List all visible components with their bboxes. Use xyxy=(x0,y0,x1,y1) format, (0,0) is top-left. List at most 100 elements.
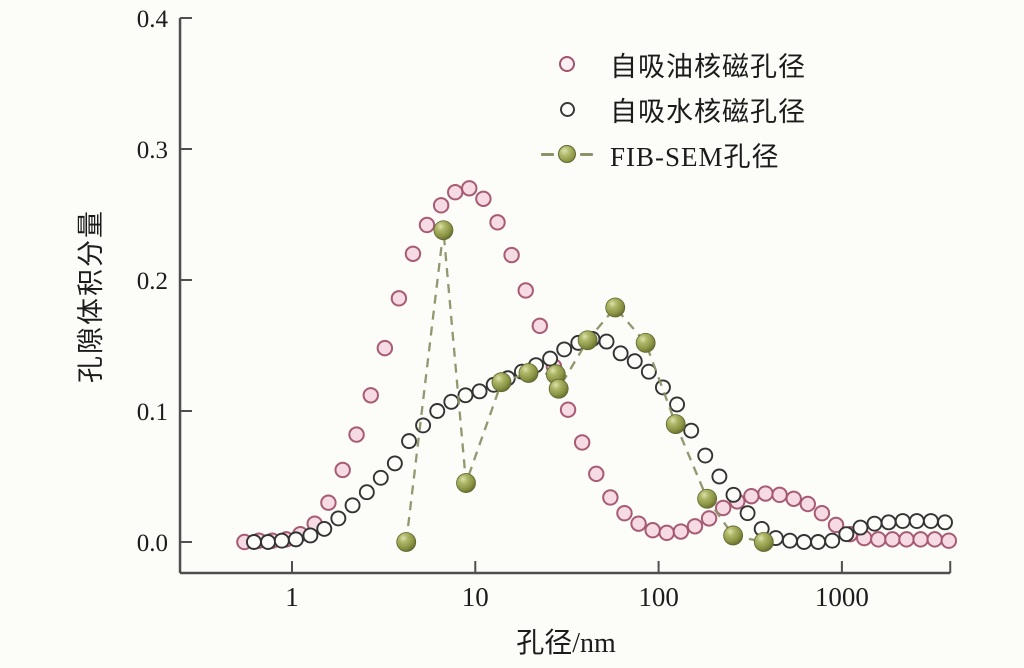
oil-nmr-point xyxy=(489,214,506,231)
water-nmr-point xyxy=(683,422,700,439)
oil-nmr-point xyxy=(785,490,802,507)
oil-nmr-point xyxy=(898,531,915,548)
oil-nmr-point xyxy=(447,184,464,201)
legend-item-water-nmr: 自吸水核磁孔径 xyxy=(528,91,806,127)
fib-sem-point xyxy=(665,414,686,435)
oil-nmr-point xyxy=(700,510,718,527)
water-nmr-point xyxy=(358,484,375,501)
oil-nmr-point xyxy=(320,494,337,511)
oil-nmr-point xyxy=(559,401,577,418)
oil-nmr-point xyxy=(376,339,394,357)
water-nmr-point xyxy=(386,455,403,472)
water-nmr-point xyxy=(824,532,841,549)
water-nmr-point xyxy=(838,526,855,543)
x-tick-label: 1 xyxy=(285,582,299,612)
water-nmr-point xyxy=(908,513,925,529)
water-nmr-point xyxy=(781,532,798,549)
oil-nmr-point xyxy=(503,246,520,264)
oil-nmr-point xyxy=(404,245,422,263)
legend-label-water-nmr: 自吸水核磁孔径 xyxy=(610,96,806,127)
x-tick-label: 100 xyxy=(638,582,679,612)
oil-nmr-point xyxy=(418,216,436,234)
fib-sem-point xyxy=(491,372,512,393)
oil-nmr-point xyxy=(658,524,675,542)
series-fib-sem-pore-size xyxy=(396,220,774,552)
water-nmr-point xyxy=(711,468,728,485)
oil-nmr-point xyxy=(813,504,831,522)
water-nmr-point xyxy=(796,534,812,550)
oil-nmr-point xyxy=(771,486,788,504)
oil-nmr-point xyxy=(686,518,704,535)
fib-sem-point xyxy=(456,473,476,493)
oil-nmr-point xyxy=(912,531,929,548)
oil-nmr-point xyxy=(799,495,817,513)
y-tick-label: 0.2 xyxy=(137,268,168,295)
oil-nmr-point xyxy=(743,487,760,505)
oil-nmr-point xyxy=(616,504,633,522)
water-nmr-point xyxy=(880,514,897,531)
legend-item-fib-sem: FIB-SEM孔径 xyxy=(528,136,806,172)
water-nmr-point xyxy=(922,513,939,529)
oil-nmr-point xyxy=(432,197,450,214)
water-nmr-point xyxy=(866,515,883,532)
water-nmr-point xyxy=(725,486,742,503)
water-nmr-point xyxy=(302,527,319,544)
water-nmr-point xyxy=(739,505,756,522)
oil-nmr-point xyxy=(714,499,732,517)
y-tick-label: 0.1 xyxy=(137,399,168,426)
water-nmr-point xyxy=(443,393,460,410)
legend-label-oil-nmr: 自吸油核磁孔径 xyxy=(610,51,806,82)
oil-open-circle-icon xyxy=(528,56,606,72)
water-nmr-point xyxy=(457,387,474,404)
oil-nmr-point xyxy=(573,434,591,451)
oil-nmr-point xyxy=(757,485,774,502)
oil-nmr-point xyxy=(884,531,901,548)
plot-axes: 1 10 100 1000 0.0 0.1 0.2 0.3 0.4 xyxy=(137,6,952,612)
oil-nmr-point xyxy=(827,516,845,534)
water-open-circle-icon xyxy=(528,101,606,117)
oil-nmr-point xyxy=(517,282,534,299)
fib-sem-point xyxy=(723,525,744,546)
fib-sem-point xyxy=(605,297,626,318)
fib-sem-dashed-line xyxy=(405,230,765,544)
fib-sem-point xyxy=(548,378,569,399)
water-nmr-point xyxy=(287,531,304,548)
oil-nmr-point xyxy=(588,465,605,483)
fib-sem-point xyxy=(635,332,656,353)
water-nmr-point xyxy=(612,345,629,362)
water-nmr-point xyxy=(542,350,559,367)
oil-nmr-point xyxy=(940,532,958,549)
oil-nmr-point xyxy=(390,290,408,307)
water-nmr-point xyxy=(669,396,686,413)
water-nmr-point xyxy=(598,333,615,350)
water-nmr-point xyxy=(640,363,657,380)
x-axis-title: 孔径/nm xyxy=(516,627,616,659)
oil-nmr-point xyxy=(870,531,887,548)
water-nmr-point xyxy=(556,341,573,358)
oil-nmr-point xyxy=(334,461,351,479)
x-tick-label: 1000 xyxy=(815,582,869,612)
y-tick-label: 0.3 xyxy=(137,137,168,164)
water-nmr-point xyxy=(245,534,262,550)
water-nmr-point xyxy=(810,534,827,550)
water-nmr-point xyxy=(654,379,671,396)
water-nmr-point xyxy=(429,403,446,419)
water-nmr-point xyxy=(372,469,389,486)
water-nmr-point xyxy=(415,417,432,434)
water-nmr-point xyxy=(937,514,953,531)
y-tick-label: 0.0 xyxy=(137,530,168,557)
oil-nmr-point xyxy=(348,426,365,443)
y-tick-label: 0.4 xyxy=(137,6,169,33)
legend-label-fib-sem: FIB-SEM孔径 xyxy=(610,141,780,172)
chart-legend: 自吸油核磁孔径 自吸水核磁孔径 FIB-SEM孔径 xyxy=(528,46,806,172)
water-nmr-point xyxy=(697,447,714,464)
water-nmr-point xyxy=(330,510,347,527)
water-nmr-point xyxy=(626,353,643,370)
water-nmr-point xyxy=(401,433,417,450)
fib-sem-point xyxy=(396,532,417,552)
fib-sem-dashed-ball-icon xyxy=(528,145,606,163)
oil-nmr-point xyxy=(475,190,492,207)
y-axis-title: 孔隙体积分量 xyxy=(76,209,106,383)
